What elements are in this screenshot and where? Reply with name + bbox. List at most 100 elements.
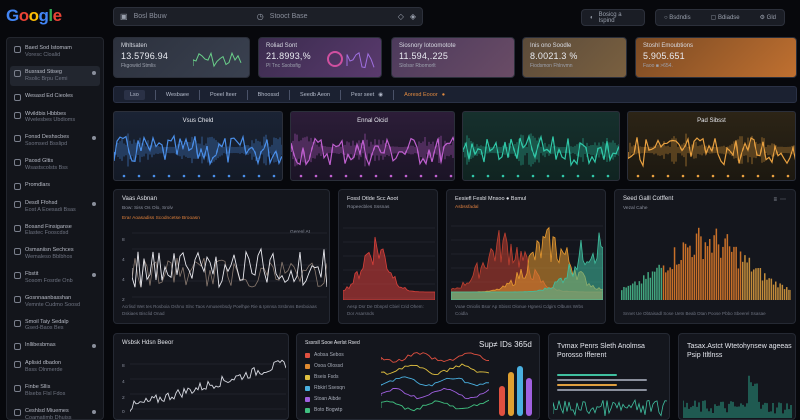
stat-card[interactable]: Mhltsaten 13.5796.94 Fkgowiid Stmlis	[113, 37, 250, 78]
waveform-dot	[486, 174, 490, 178]
sidebar-item[interactable]: Fonsd Deshscbes Ssomsed Bsslipd	[10, 131, 100, 151]
sidebar-item-text: Wvildbis Hbbbes Wvelesbes Ubdioms	[25, 111, 75, 125]
spectrum-bar	[673, 247, 676, 300]
sidebar-item[interactable]: Ceshlsd Miuemes Coamatimb Dhuiss	[10, 405, 100, 420]
panel-bar-spectrum[interactable]: Seed Galll Cotffent ≡⋯ Vezal Cahe Snnet …	[614, 189, 796, 324]
kpi-bar	[508, 372, 514, 416]
sidebar-item[interactable]: Smoil Taiy Sedalp Gsed-Baos Bes	[10, 316, 100, 336]
waveform-panel[interactable]: Pad Sibsst	[627, 111, 796, 181]
filter-divider	[289, 89, 291, 100]
filter-item[interactable]: Wesbaee	[156, 87, 199, 102]
card-two-spikes	[683, 375, 792, 418]
legend-row[interactable]: Boto Bogwtp	[305, 407, 342, 413]
panel-a-sub2: Erar Aoasadiss Scodncetse Brooasn	[122, 216, 200, 221]
sidebar-item[interactable]: Paosd Gltis Wsastscolsts Bss	[10, 155, 100, 175]
sidebar-item[interactable]: Desdl Ffohsd Eost A Eoesadi Bsas	[10, 197, 100, 217]
more-icon[interactable]: ⋯	[780, 197, 789, 203]
stat-card[interactable]: Inis ono Soodle 8.0021.3 % Fiodsmon Fhlnvm…	[522, 37, 627, 78]
spectrum-bar	[750, 271, 753, 300]
sidebar-item-label: Baed Sod Istomam	[25, 45, 72, 51]
sidebar-item-label: Smoil Taiy Sedalp	[25, 318, 69, 325]
legend-row[interactable]: Aobsa Sebos	[305, 352, 344, 358]
sidebar-item-text: Aplisid dbadon Bsss Olnmerde	[25, 360, 63, 374]
stat-card[interactable]: Siosnory Iotoomotote 11.594,.225 Slolssr R…	[391, 37, 515, 78]
waveform-dot	[636, 174, 640, 178]
square-icon: ▢	[710, 15, 717, 21]
sidebar-item[interactable]: Fbstit Sosom Fosrde Onb	[10, 268, 100, 288]
stat-card[interactable]: Stoshl Emoubtions 5.905.651 Faoo ■ >654.	[635, 37, 797, 78]
sidebar-item-label: Wesasd Ed Cieoles	[25, 92, 73, 99]
panel-card-two[interactable]: Tasax.Astct Wtetohynsew ageeas Psip Itlt…	[678, 333, 796, 420]
multi-series-line	[381, 399, 489, 412]
filter-item[interactable]: Aoresd Eooor ●	[394, 87, 455, 102]
legend-row[interactable]: Bseis Fsds	[305, 374, 338, 380]
dot-icon	[92, 409, 96, 414]
diamond-icon[interactable]: ◇	[397, 12, 404, 21]
spectrum-bar	[638, 281, 641, 300]
waveform-panel[interactable]: Ennal Oicid	[290, 111, 455, 181]
spectrum-bar	[682, 242, 685, 300]
spectrum-bar	[665, 272, 667, 300]
spectrum-bar	[689, 245, 691, 300]
filter-label: Poeel Iteer	[210, 91, 237, 98]
panel-red-area[interactable]: Fossl Otlde Scc Aoot Ropeecbles Sssnas A…	[338, 189, 438, 324]
stat-card[interactable]: Roliad Sont 21.8993,% Pl Tnc Ssobsfig	[258, 37, 382, 78]
filter-item[interactable]: Poeel Iteer	[200, 87, 247, 102]
panel-card-one[interactable]: Tvmax Penrs Sleth Anolmsa Porosso Iffere…	[548, 333, 670, 420]
spectrum-bar	[709, 238, 711, 300]
legend-row[interactable]: Osoa Olossd	[305, 363, 343, 369]
topbar-button-c[interactable]: ⚙ Gld	[759, 15, 776, 21]
sidebar-item-text: Finbe Sllis Blsebs Flsl Fdos	[25, 384, 65, 398]
nav-icon	[14, 248, 21, 256]
waveform-panel[interactable]	[462, 111, 620, 181]
legend-row[interactable]: Rbkirl Ssesqn	[305, 385, 345, 391]
filter-item[interactable]: Bhoossd	[248, 87, 289, 102]
sidebar-item-text: Wesasd Ed Cieoles	[25, 93, 73, 100]
sidebar-item[interactable]: Promdlars	[10, 179, 100, 193]
search-bar[interactable]: ▣ Bosl Bbuw ◷ Stooct Base ◇ ◈	[113, 7, 423, 26]
topbar-button-a[interactable]: ○ Bsdndis	[664, 14, 691, 21]
spectrum-bar	[764, 273, 766, 300]
waveform-panel[interactable]: Vsus Cheld	[113, 111, 283, 181]
spectrum-bar	[658, 264, 660, 300]
panel-a-ytick-2: 4	[122, 258, 125, 263]
primary-top-button[interactable]: ◐ Bosicg a Ispind	[581, 9, 645, 26]
filter-item[interactable]: Lso	[114, 87, 155, 102]
search-right-label: Stooct Base	[269, 13, 308, 20]
sidebar-item[interactable]: Wesasd Ed Cieoles	[10, 90, 100, 104]
topbar-button-b[interactable]: ▢ Bdiadse	[710, 15, 740, 21]
google-logo[interactable]: Google	[6, 6, 62, 26]
sidebar-item[interactable]: Busrasd Stiseg Rsolic Brpu Cemi	[10, 65, 100, 86]
waveform-plot	[628, 133, 795, 178]
sidebar-item[interactable]: Bosand Finsiganse Elastec Fooscdsd	[10, 221, 100, 241]
filter-item[interactable]: Pesr seet ◉	[341, 87, 393, 102]
panel-line-chart[interactable]: Vaas Asbnan Bow: Siss Os Olo, Srolv Erar…	[113, 189, 330, 324]
gem-icon[interactable]: ◈	[409, 12, 416, 21]
card-one-spark	[553, 398, 667, 417]
spectrum-bar	[783, 289, 786, 300]
waveform-dot	[329, 174, 333, 178]
text-line	[557, 379, 647, 381]
sidebar-item[interactable]: Osmaniisn Sechces Wemaleso Bblbhos	[10, 244, 100, 264]
sidebar-item[interactable]: Inllibesbmas	[10, 339, 100, 353]
waveform-dot	[389, 174, 393, 178]
sidebar-item[interactable]: Finbe Sllis Blsebs Flsl Fdos	[10, 381, 100, 401]
sort-icon[interactable]: ≡	[773, 197, 780, 203]
sidebar-item[interactable]: Wvildbis Hbbbes Wvelesbes Ubdioms	[10, 108, 100, 128]
panel-bottom-list[interactable]: Sssrsll Sooe Aerlst Rsed Aobsa Sebos Osoa…	[296, 333, 540, 420]
panel-a-sub1: Bow: Siss Os Olo, Srolv	[122, 206, 173, 211]
stat-sub: Fkgowiid Stmlis	[121, 63, 156, 69]
sidebar-item[interactable]: Gosnnaanbasshan Vemnte Cudmo Soosd	[10, 292, 100, 312]
panel-d-sub: Vezal Cahe	[623, 206, 648, 211]
sidebar-item[interactable]: Baed Sod Istomam Voresc Cloalid	[10, 42, 100, 62]
legend-row[interactable]: Stoan Aibde	[305, 396, 341, 402]
spectrum-bar	[744, 255, 746, 300]
multi-series-line	[381, 387, 489, 400]
waveform-dot	[404, 174, 408, 178]
panel-c-sub: Asbssfadal	[455, 205, 479, 210]
panel-orange-area[interactable]: Eesiefl Fesbl Mnsoo ● Bsmul Asbssfadal V…	[446, 189, 606, 324]
filter-item[interactable]: Seedb Aeon	[290, 87, 340, 102]
filter-label: Wesbaee	[165, 91, 190, 98]
sidebar-item[interactable]: Aplisid dbadon Bsss Olnmerde	[10, 357, 100, 377]
panel-bottom-line[interactable]: Wsbsk Hdsn Beeor 8 4 2 0	[113, 333, 289, 420]
